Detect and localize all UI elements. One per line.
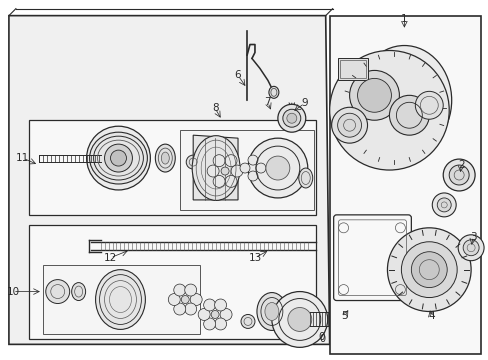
Circle shape	[224, 155, 237, 167]
Circle shape	[414, 91, 442, 119]
Text: 3: 3	[469, 232, 475, 242]
Text: 7: 7	[264, 97, 271, 107]
Circle shape	[247, 138, 307, 198]
Circle shape	[213, 155, 224, 167]
Text: 2: 2	[457, 160, 464, 170]
Circle shape	[173, 284, 185, 296]
Text: 8: 8	[211, 103, 218, 113]
Circle shape	[337, 113, 361, 137]
Polygon shape	[193, 135, 238, 200]
Polygon shape	[42, 265, 200, 334]
Circle shape	[286, 113, 296, 123]
Ellipse shape	[268, 86, 278, 98]
Ellipse shape	[356, 45, 451, 155]
Circle shape	[448, 165, 468, 185]
Circle shape	[271, 292, 327, 347]
Ellipse shape	[155, 144, 175, 172]
Circle shape	[213, 175, 224, 187]
Circle shape	[173, 303, 185, 315]
Text: 6: 6	[234, 71, 241, 80]
Circle shape	[287, 307, 311, 332]
Circle shape	[282, 109, 300, 127]
Text: 11: 11	[16, 153, 29, 163]
Circle shape	[214, 299, 226, 311]
Circle shape	[240, 163, 249, 173]
Circle shape	[203, 318, 215, 330]
Ellipse shape	[298, 168, 312, 188]
Circle shape	[329, 50, 448, 170]
Polygon shape	[29, 225, 315, 339]
Text: 5: 5	[341, 311, 347, 321]
Bar	[329, 15, 480, 354]
Text: 4: 4	[427, 311, 434, 321]
Text: 12: 12	[103, 253, 117, 263]
Circle shape	[46, 280, 69, 303]
Circle shape	[462, 240, 478, 256]
Ellipse shape	[89, 132, 147, 184]
Circle shape	[386, 228, 470, 311]
Bar	[339, 60, 365, 78]
Circle shape	[181, 296, 189, 303]
Circle shape	[457, 235, 483, 261]
Circle shape	[214, 318, 226, 330]
Circle shape	[168, 293, 180, 306]
Circle shape	[220, 309, 232, 320]
Circle shape	[349, 71, 399, 120]
Circle shape	[265, 156, 289, 180]
Ellipse shape	[72, 283, 85, 301]
Bar	[337, 58, 367, 80]
Text: 0: 0	[319, 334, 325, 345]
Circle shape	[207, 165, 219, 177]
Text: 1: 1	[400, 14, 407, 24]
Polygon shape	[9, 15, 329, 345]
Circle shape	[104, 144, 132, 172]
Ellipse shape	[264, 302, 278, 320]
Polygon shape	[29, 120, 315, 215]
Ellipse shape	[256, 293, 286, 330]
Circle shape	[277, 104, 305, 132]
Ellipse shape	[192, 136, 240, 201]
Circle shape	[401, 242, 456, 298]
Text: 0: 0	[318, 332, 325, 342]
Circle shape	[247, 171, 258, 181]
Circle shape	[357, 78, 390, 112]
Circle shape	[203, 299, 215, 311]
Circle shape	[224, 175, 237, 187]
Circle shape	[388, 95, 428, 135]
Circle shape	[186, 155, 200, 169]
Circle shape	[247, 155, 258, 165]
Circle shape	[442, 159, 474, 191]
Circle shape	[230, 165, 243, 177]
Text: 9: 9	[301, 98, 307, 108]
Circle shape	[190, 293, 202, 306]
Polygon shape	[180, 130, 313, 210]
Circle shape	[221, 167, 228, 175]
Circle shape	[431, 193, 455, 217]
Circle shape	[410, 252, 447, 288]
Circle shape	[86, 126, 150, 190]
Circle shape	[198, 309, 210, 320]
Ellipse shape	[161, 152, 169, 164]
Circle shape	[331, 107, 367, 143]
Text: 10: 10	[6, 287, 20, 297]
Text: 13: 13	[248, 253, 261, 263]
Circle shape	[184, 284, 196, 296]
Circle shape	[436, 198, 450, 212]
Ellipse shape	[95, 270, 145, 329]
Circle shape	[110, 150, 126, 166]
Circle shape	[255, 163, 265, 173]
Circle shape	[184, 303, 196, 315]
Circle shape	[211, 310, 219, 319]
Circle shape	[241, 315, 254, 328]
